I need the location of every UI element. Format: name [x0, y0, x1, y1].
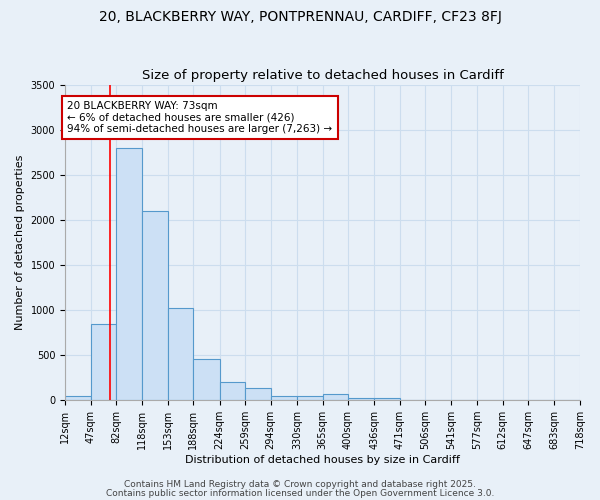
Bar — [220, 382, 245, 400]
Bar — [374, 398, 400, 400]
Bar — [323, 394, 348, 400]
Bar — [245, 388, 271, 400]
Bar — [116, 148, 142, 400]
Bar — [168, 308, 193, 400]
X-axis label: Distribution of detached houses by size in Cardiff: Distribution of detached houses by size … — [185, 455, 460, 465]
Bar — [271, 396, 297, 400]
Text: 20 BLACKBERRY WAY: 73sqm
← 6% of detached houses are smaller (426)
94% of semi-d: 20 BLACKBERRY WAY: 73sqm ← 6% of detache… — [67, 101, 332, 134]
Bar — [297, 396, 323, 400]
Title: Size of property relative to detached houses in Cardiff: Size of property relative to detached ho… — [142, 69, 503, 82]
Bar — [65, 396, 91, 400]
Y-axis label: Number of detached properties: Number of detached properties — [15, 154, 25, 330]
Text: 20, BLACKBERRY WAY, PONTPRENNAU, CARDIFF, CF23 8FJ: 20, BLACKBERRY WAY, PONTPRENNAU, CARDIFF… — [98, 10, 502, 24]
Bar — [348, 398, 374, 400]
Text: Contains HM Land Registry data © Crown copyright and database right 2025.: Contains HM Land Registry data © Crown c… — [124, 480, 476, 489]
Bar — [193, 358, 220, 400]
Bar — [142, 211, 168, 400]
Text: Contains public sector information licensed under the Open Government Licence 3.: Contains public sector information licen… — [106, 488, 494, 498]
Bar — [91, 324, 116, 400]
